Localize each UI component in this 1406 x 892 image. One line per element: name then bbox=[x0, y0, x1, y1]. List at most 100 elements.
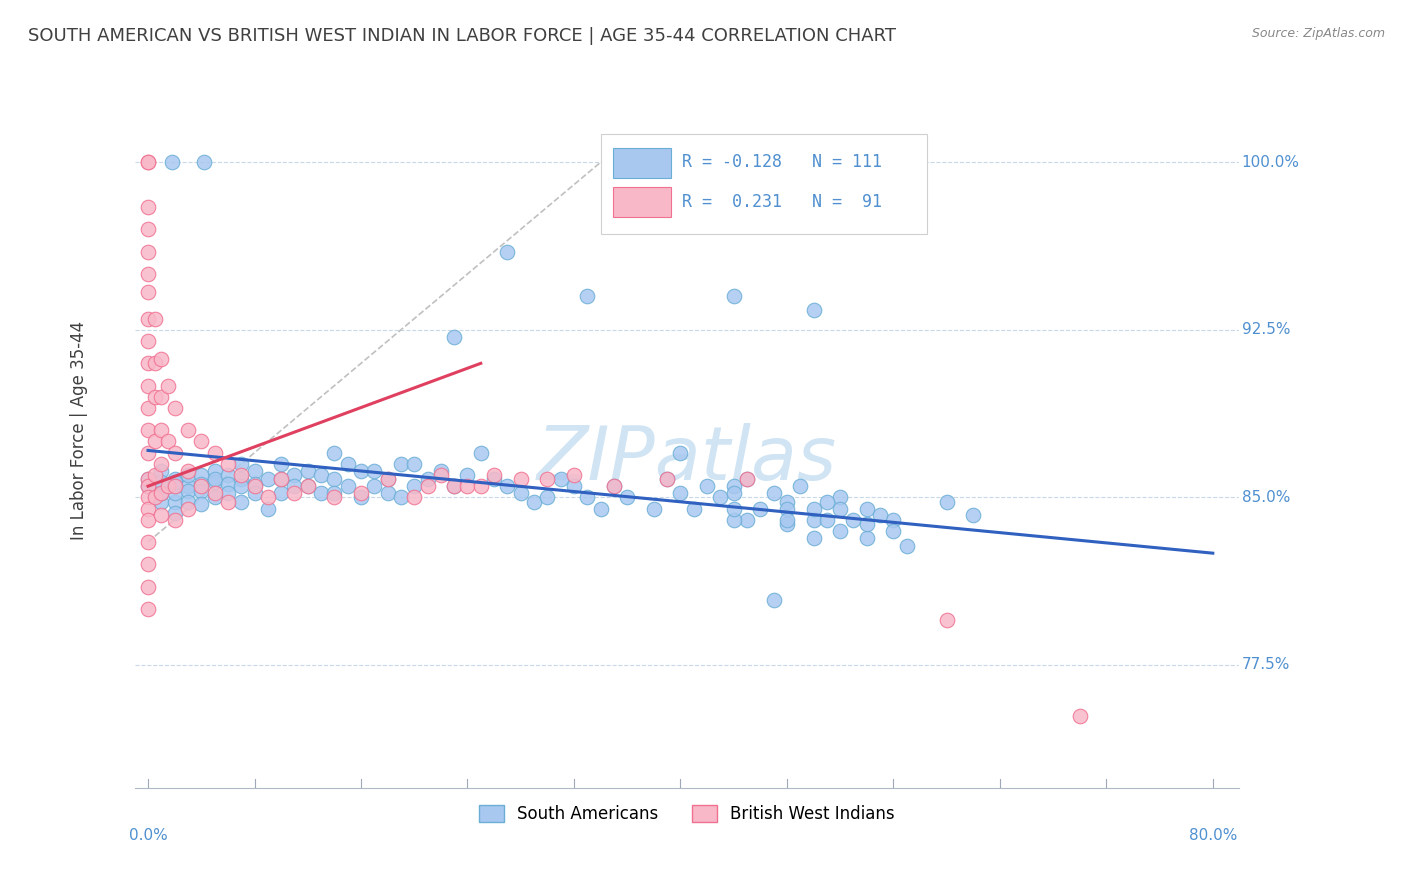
Point bbox=[150, 390, 173, 404]
Point bbox=[270, 457, 292, 471]
Point bbox=[231, 468, 253, 483]
Point bbox=[576, 289, 599, 303]
Point bbox=[143, 390, 166, 404]
Point bbox=[536, 473, 558, 487]
Point bbox=[297, 479, 319, 493]
Point bbox=[136, 423, 159, 437]
Point bbox=[762, 486, 785, 500]
Point bbox=[136, 479, 159, 493]
Point bbox=[803, 531, 825, 545]
Point bbox=[217, 468, 239, 483]
Point bbox=[136, 479, 159, 493]
Point bbox=[562, 479, 585, 493]
Point bbox=[177, 495, 200, 509]
Point bbox=[283, 468, 305, 483]
Text: 85.0%: 85.0% bbox=[1241, 490, 1291, 505]
Point bbox=[830, 501, 852, 516]
Point bbox=[723, 859, 745, 873]
Point bbox=[350, 491, 373, 505]
Point bbox=[150, 486, 173, 500]
Point bbox=[655, 473, 678, 487]
Point bbox=[363, 464, 385, 478]
Point bbox=[962, 508, 984, 523]
Point bbox=[150, 464, 173, 478]
Point bbox=[377, 473, 399, 487]
Point bbox=[190, 468, 212, 483]
Point bbox=[776, 517, 799, 532]
Point bbox=[136, 334, 159, 348]
Point bbox=[815, 495, 838, 509]
Point bbox=[470, 479, 492, 493]
Point bbox=[509, 486, 531, 500]
Point bbox=[163, 479, 186, 493]
FancyBboxPatch shape bbox=[613, 148, 671, 178]
FancyBboxPatch shape bbox=[600, 134, 927, 234]
Point bbox=[643, 501, 665, 516]
Point bbox=[470, 445, 492, 459]
Point bbox=[193, 155, 215, 169]
Point bbox=[190, 483, 212, 498]
Point bbox=[297, 464, 319, 478]
Point bbox=[270, 473, 292, 487]
Point bbox=[735, 859, 758, 873]
Text: 80.0%: 80.0% bbox=[1188, 828, 1237, 843]
Point bbox=[160, 155, 183, 169]
Point bbox=[136, 378, 159, 392]
Point bbox=[136, 491, 159, 505]
Point bbox=[803, 513, 825, 527]
Point bbox=[735, 473, 758, 487]
Text: R =  0.231   N =  91: R = 0.231 N = 91 bbox=[682, 194, 882, 211]
Point bbox=[204, 473, 226, 487]
Point bbox=[190, 477, 212, 491]
Point bbox=[882, 513, 904, 527]
Point bbox=[336, 457, 359, 471]
Point bbox=[377, 473, 399, 487]
Point bbox=[150, 486, 173, 500]
Point bbox=[776, 513, 799, 527]
Point bbox=[723, 513, 745, 527]
Point bbox=[1069, 709, 1091, 723]
Point bbox=[136, 155, 159, 169]
Point bbox=[243, 464, 266, 478]
Point bbox=[231, 457, 253, 471]
Point bbox=[723, 289, 745, 303]
Point bbox=[323, 486, 346, 500]
Point bbox=[404, 491, 426, 505]
Text: 77.5%: 77.5% bbox=[1241, 657, 1291, 673]
Point bbox=[803, 501, 825, 516]
Point bbox=[603, 479, 626, 493]
Point bbox=[309, 468, 332, 483]
Point bbox=[762, 593, 785, 607]
Point bbox=[869, 508, 891, 523]
Point bbox=[855, 531, 877, 545]
Point bbox=[177, 483, 200, 498]
Point bbox=[363, 479, 385, 493]
Text: 100.0%: 100.0% bbox=[1241, 155, 1299, 169]
Point bbox=[482, 473, 505, 487]
Point bbox=[389, 457, 412, 471]
Point bbox=[682, 501, 704, 516]
Point bbox=[217, 457, 239, 471]
Point bbox=[309, 486, 332, 500]
Point bbox=[496, 244, 519, 259]
Point bbox=[536, 491, 558, 505]
Point bbox=[723, 486, 745, 500]
Point bbox=[935, 495, 957, 509]
Point bbox=[550, 473, 572, 487]
Point bbox=[256, 501, 278, 516]
Point bbox=[256, 473, 278, 487]
Point bbox=[616, 491, 638, 505]
Text: 92.5%: 92.5% bbox=[1241, 322, 1291, 337]
Point bbox=[136, 222, 159, 236]
Point bbox=[163, 473, 186, 487]
Point bbox=[935, 613, 957, 627]
Point bbox=[283, 479, 305, 493]
Point bbox=[896, 540, 918, 554]
Point bbox=[669, 445, 692, 459]
Point bbox=[882, 524, 904, 538]
Point bbox=[576, 491, 599, 505]
Point bbox=[136, 267, 159, 281]
Point bbox=[749, 501, 772, 516]
Point bbox=[323, 445, 346, 459]
Point bbox=[562, 468, 585, 483]
